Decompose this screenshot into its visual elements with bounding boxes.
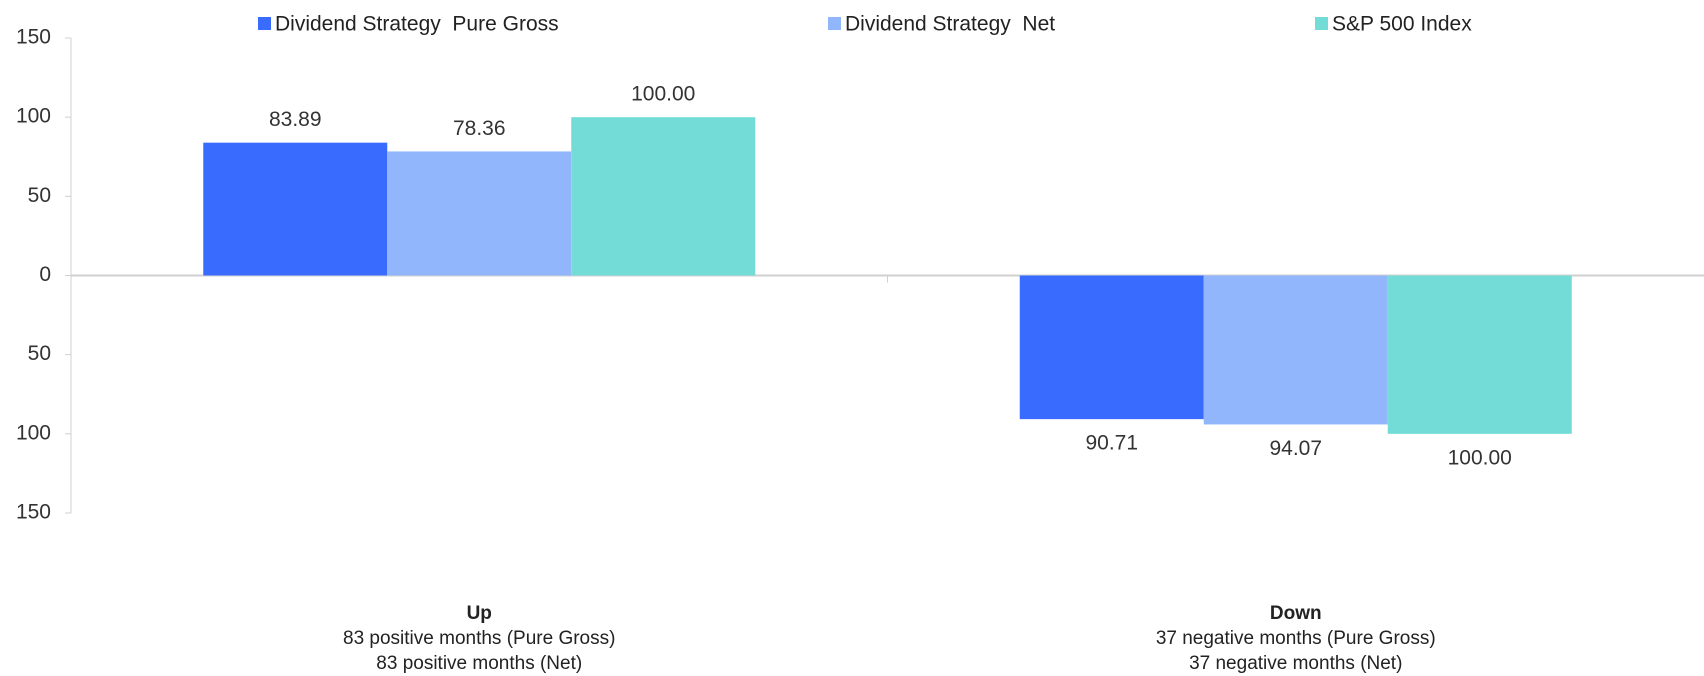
y-tick-label: 50 [28,184,51,207]
value-label: 100.00 [1448,446,1512,469]
value-label: 100.00 [631,83,695,106]
legend-swatch [828,17,841,30]
x-tick-label: Up [467,603,492,624]
y-tick-label: 50 [28,342,51,365]
bar [571,117,756,276]
bar [203,142,388,276]
legend-label: S&P 500 Index [1332,13,1472,36]
value-label: 94.07 [1269,437,1322,460]
value-label: 90.71 [1085,432,1138,455]
y-tick-label: 150 [16,26,51,49]
x-tick-note: 37 negative months (Net) [1189,653,1402,674]
value-label: 83.89 [269,108,322,131]
legend-swatch [258,17,271,30]
x-tick-label: Down [1270,603,1322,624]
x-tick-note: 83 positive months (Pure Gross) [343,628,615,649]
bar [1387,275,1572,434]
legend-label: Dividend Strategy Pure Gross [275,13,559,36]
legend-swatch [1315,17,1328,30]
legend-label: Dividend Strategy Net [845,13,1055,36]
bar [1019,275,1204,420]
x-tick-note: 83 positive months (Net) [376,653,582,674]
y-tick-label: 150 [16,501,51,524]
y-tick-label: 100 [16,105,51,128]
bar [1203,275,1388,425]
bar [387,151,572,276]
x-tick-note: 37 negative months (Pure Gross) [1156,628,1436,649]
y-tick-label: 100 [16,421,51,444]
y-tick-label: 0 [39,263,51,286]
value-label: 78.36 [453,117,506,140]
